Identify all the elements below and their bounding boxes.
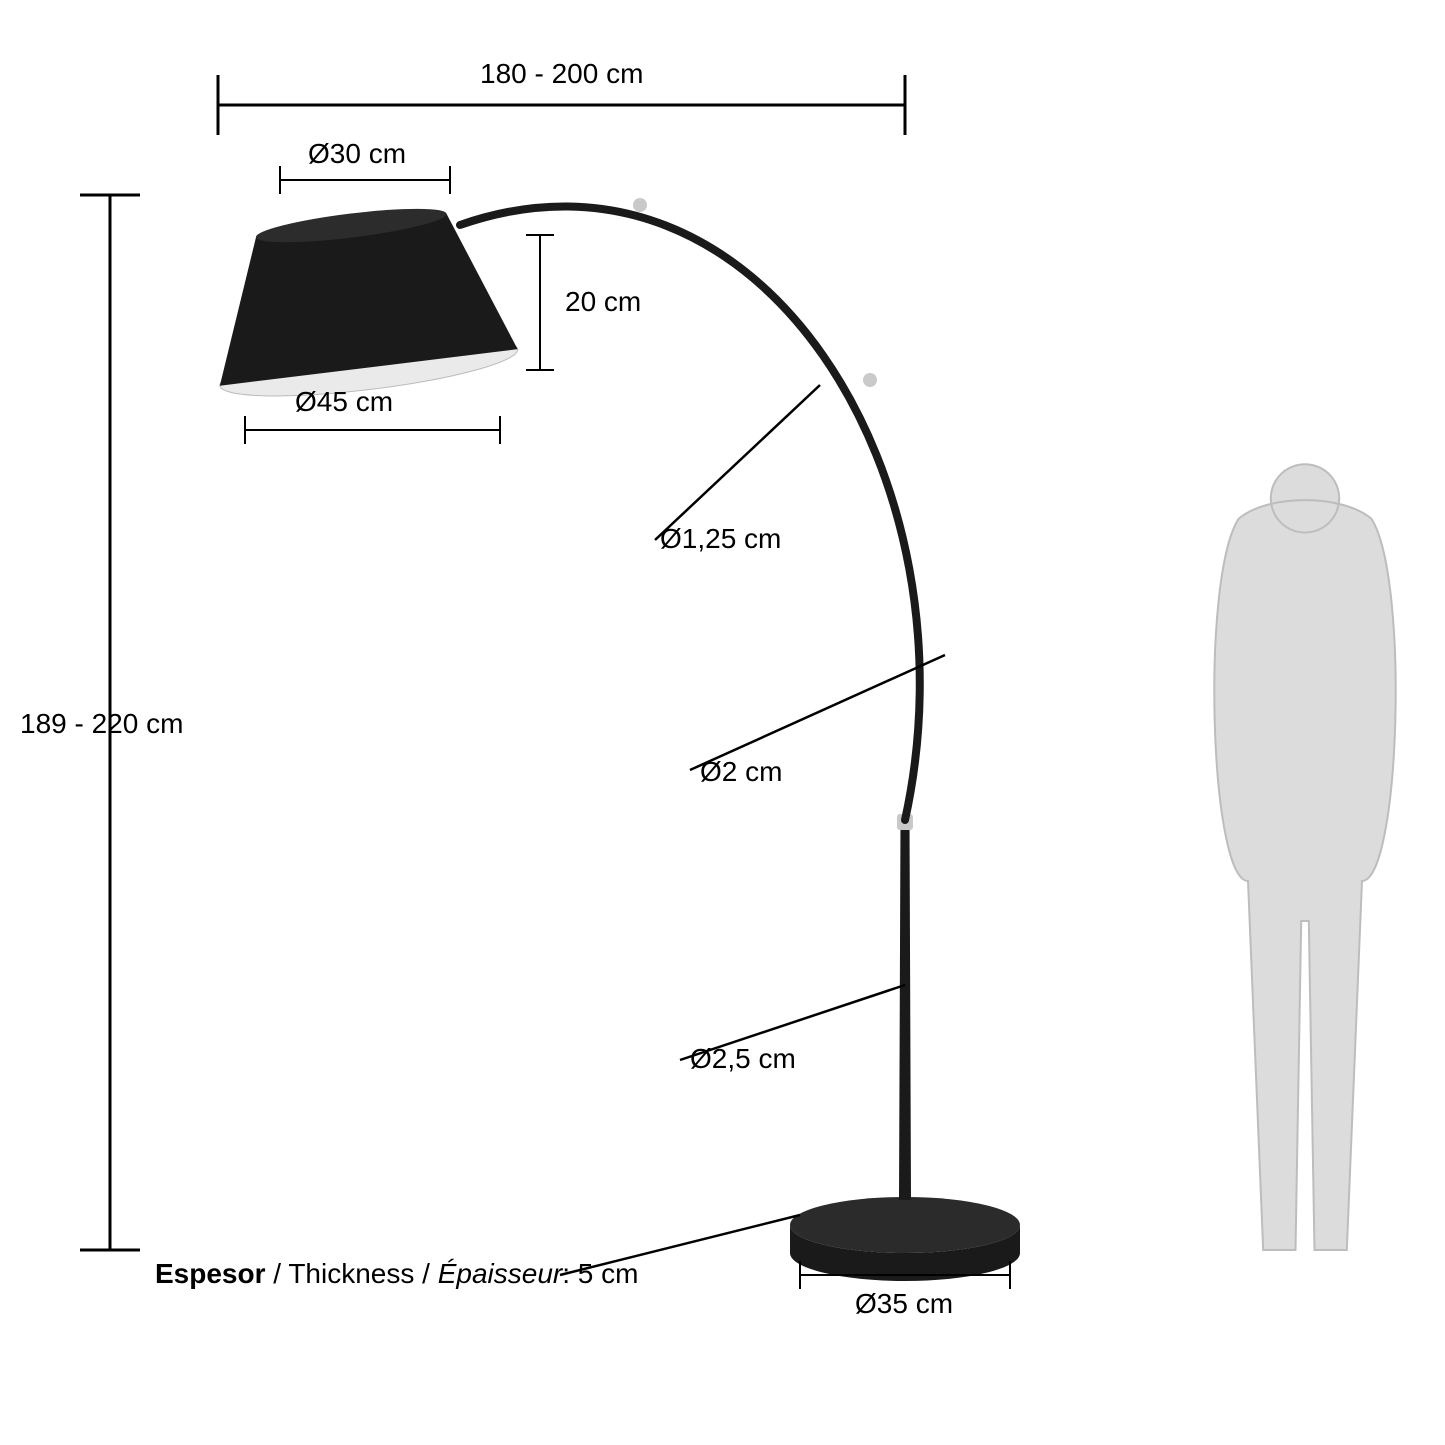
label-thickness: Espesor / Thickness / Épaisseur: 5 cm: [155, 1260, 638, 1288]
label-tube-upper: Ø1,25 cm: [660, 525, 781, 553]
label-shade-top-diam: Ø30 cm: [308, 140, 406, 168]
diagram-stage: 180 - 200 cm 189 - 220 cm Ø30 cm 20 cm Ø…: [0, 0, 1445, 1445]
label-width-top: 180 - 200 cm: [480, 60, 643, 88]
label-tube-mid: Ø2 cm: [700, 758, 782, 786]
label-height-left: 189 - 220 cm: [20, 710, 183, 738]
label-shade-height: 20 cm: [565, 288, 641, 316]
label-base-diam: Ø35 cm: [855, 1290, 953, 1318]
diagram-svg: [0, 0, 1445, 1445]
label-shade-bottom-diam: Ø45 cm: [295, 388, 393, 416]
label-tube-lower: Ø2,5 cm: [690, 1045, 796, 1073]
